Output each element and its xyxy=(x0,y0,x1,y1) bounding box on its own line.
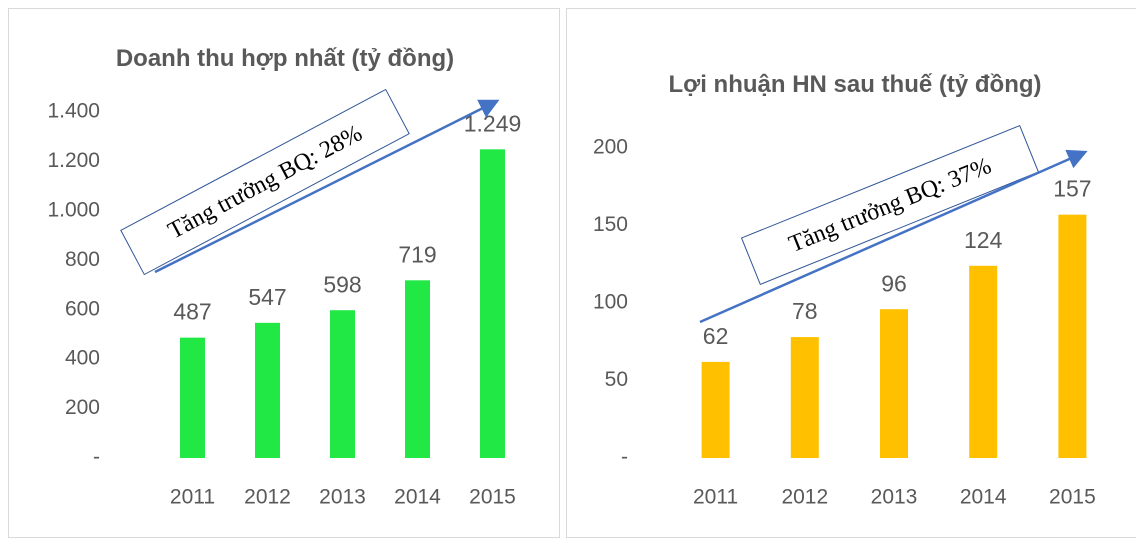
x-tick-label: 2012 xyxy=(781,486,828,509)
bar xyxy=(880,309,908,458)
bar xyxy=(1058,214,1087,458)
y-tick-label: - xyxy=(621,446,628,469)
y-tick-label: 200 xyxy=(65,396,100,419)
x-tick-label: 2013 xyxy=(319,486,366,509)
y-tick-label: 150 xyxy=(593,213,628,236)
y-tick-label: 1.200 xyxy=(47,149,100,172)
bar xyxy=(969,265,998,458)
y-tick-label: - xyxy=(93,446,100,469)
y-tick-label: 1.400 xyxy=(47,100,100,123)
value-label: 487 xyxy=(173,299,211,325)
annotation: Tăng trưởng BQ: 28% xyxy=(120,88,410,276)
value-label: 124 xyxy=(964,227,1003,253)
bar xyxy=(255,322,280,458)
trend-arrow xyxy=(154,99,500,274)
x-tick-label: 2015 xyxy=(1049,486,1096,509)
x-tick-label: 2012 xyxy=(244,486,291,509)
value-label: 719 xyxy=(398,241,436,267)
bar xyxy=(180,337,205,458)
value-label: 96 xyxy=(881,270,907,296)
bar xyxy=(790,337,819,458)
y-tick-label: 400 xyxy=(65,347,100,370)
page: Doanh thu hợp nhất (tỷ đồng) Lợi nhuận H… xyxy=(8,8,1136,538)
value-label: 547 xyxy=(248,284,286,310)
x-tick-label: 2011 xyxy=(170,486,215,509)
y-tick-label: 1.000 xyxy=(47,198,100,221)
y-tick-label: 200 xyxy=(593,136,628,159)
annotation-box xyxy=(740,124,1040,286)
value-label: 62 xyxy=(703,323,729,349)
trend-arrow xyxy=(699,149,1088,324)
bar xyxy=(405,280,430,458)
y-tick-label: 800 xyxy=(65,248,100,271)
y-tick-label: 600 xyxy=(65,297,100,320)
x-tick-label: 2013 xyxy=(871,486,918,509)
charts: - 200 400 600 800 1.000 1.200 1.400 2011 487 2012 5… xyxy=(47,88,1096,509)
x-tick-label: 2014 xyxy=(960,486,1007,509)
value-label: 598 xyxy=(323,271,361,297)
bar xyxy=(480,149,505,458)
x-tick-label: 2014 xyxy=(394,486,441,509)
chart-title: Doanh thu hợp nhất (tỷ đồng) xyxy=(115,45,455,72)
annotation: Tăng trưởng BQ: 37% xyxy=(740,124,1040,286)
value-label: 157 xyxy=(1053,176,1091,202)
bar xyxy=(701,361,730,458)
x-tick-label: 2015 xyxy=(469,486,516,509)
y-tick-label: 50 xyxy=(605,368,628,391)
annotation-box xyxy=(120,88,410,276)
y-tick-label: 100 xyxy=(593,291,628,314)
value-label: 78 xyxy=(792,298,818,324)
x-tick-label: 2011 xyxy=(693,486,738,509)
bar xyxy=(330,310,355,458)
chart-title: Lợi nhuận HN sau thuế (tỷ đồng) xyxy=(668,71,1042,98)
